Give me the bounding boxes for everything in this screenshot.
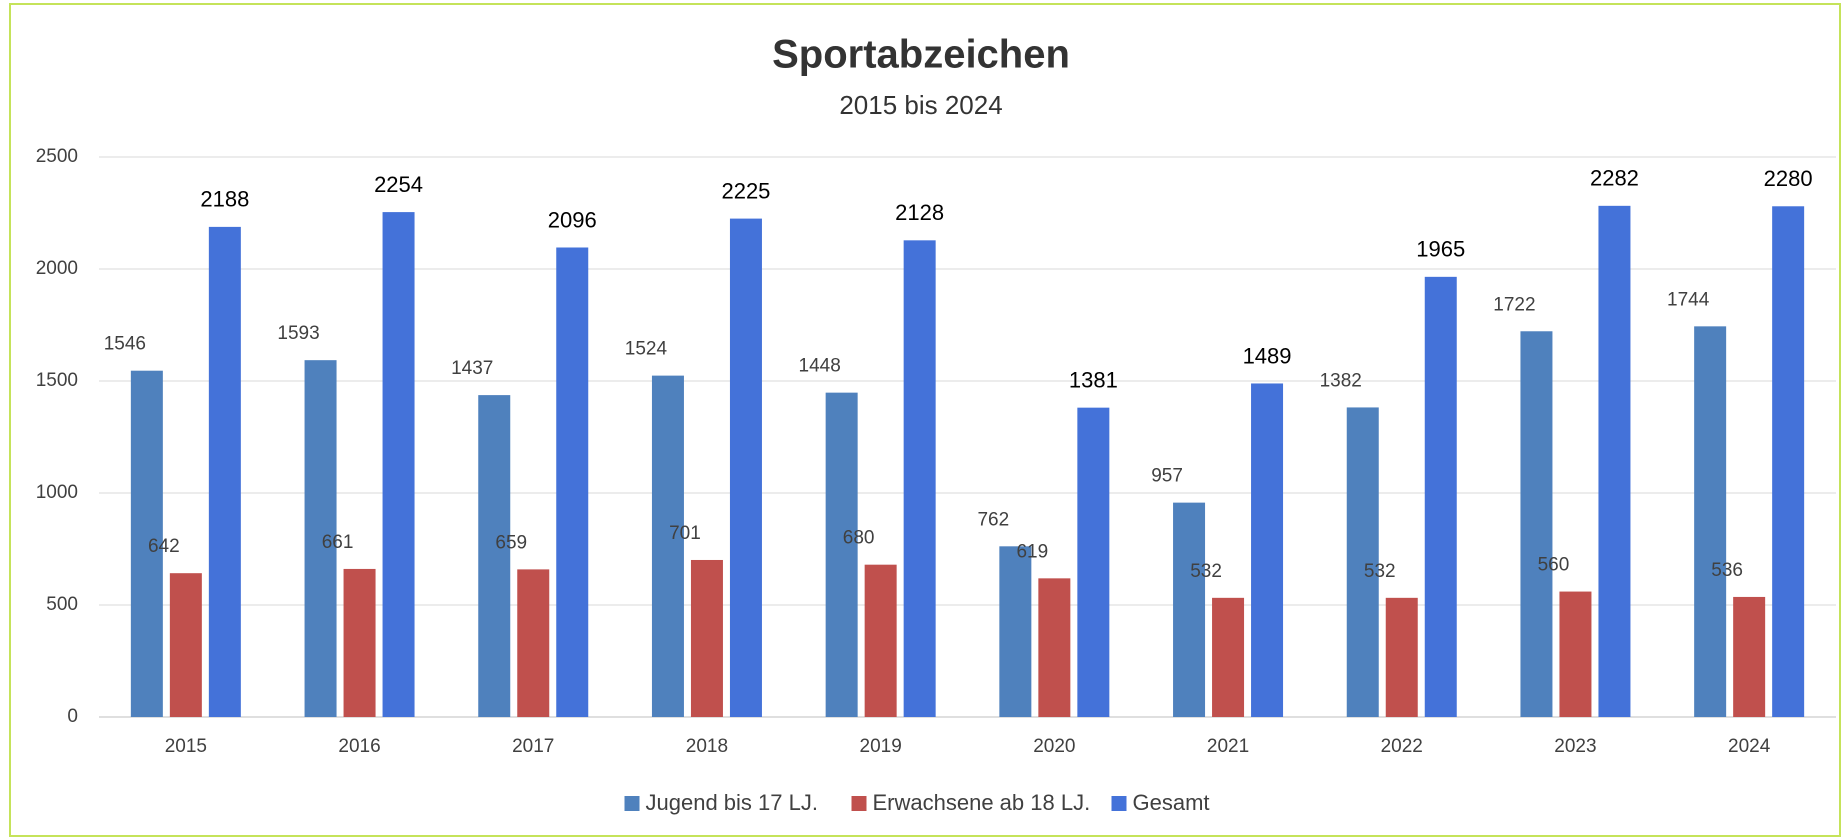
x-tick-label: 2018 (686, 736, 728, 757)
data-label: 659 (495, 532, 527, 553)
bar (1385, 597, 1418, 717)
x-tick-label: 2022 (1381, 736, 1423, 757)
x-tick-label: 2016 (338, 736, 380, 757)
bar (1733, 596, 1766, 717)
data-label: 560 (1538, 555, 1570, 576)
data-label: 661 (322, 532, 354, 553)
data-label: 532 (1364, 561, 1396, 582)
data-label: 642 (148, 536, 180, 557)
data-label: 2225 (721, 178, 770, 203)
x-tick-label: 2017 (512, 736, 554, 757)
data-label: 957 (1151, 466, 1183, 487)
y-tick-label: 500 (46, 594, 78, 615)
y-tick-label: 1500 (36, 370, 78, 391)
data-label: 1448 (799, 356, 841, 377)
bar (517, 569, 550, 717)
bar (169, 573, 202, 717)
data-label: 1437 (451, 358, 493, 379)
bar (1077, 407, 1110, 717)
data-label: 1965 (1416, 237, 1465, 262)
bar (478, 395, 511, 717)
y-tick-label: 2000 (36, 258, 78, 279)
bar (864, 564, 897, 717)
data-label: 2188 (200, 187, 249, 212)
x-tick-label: 2015 (165, 736, 207, 757)
bar (1598, 205, 1631, 717)
legend-label: Jugend bis 17 LJ. (646, 790, 818, 815)
legend-label: Erwachsene ab 18 LJ. (873, 790, 1091, 815)
bar (903, 240, 936, 717)
data-label: 2280 (1764, 166, 1813, 191)
x-tick-label: 2024 (1728, 736, 1771, 757)
data-label: 762 (977, 509, 1009, 530)
legend-label: Gesamt (1133, 790, 1210, 815)
x-tick-label: 2020 (1033, 736, 1075, 757)
data-label: 532 (1190, 561, 1222, 582)
bar (130, 370, 163, 717)
data-label: 1722 (1493, 294, 1535, 315)
data-label: 680 (843, 528, 875, 549)
bar (343, 568, 376, 717)
chart-title: Sportabzeichen (772, 33, 1070, 77)
bar (1173, 502, 1206, 717)
bar (382, 212, 415, 717)
bar (1038, 578, 1071, 717)
bar (729, 218, 762, 717)
data-label: 1489 (1243, 343, 1292, 368)
bar (1346, 407, 1379, 717)
data-label: 1593 (277, 323, 319, 344)
data-label: 2282 (1590, 166, 1639, 191)
chart-subtitle: 2015 bis 2024 (839, 90, 1002, 120)
legend-swatch (624, 796, 640, 811)
bar (690, 559, 723, 717)
data-label: 1744 (1667, 289, 1710, 310)
data-label: 701 (669, 523, 701, 544)
data-label: 536 (1711, 560, 1743, 581)
bar (1694, 326, 1727, 717)
bar (1559, 591, 1592, 717)
data-label: 1524 (625, 339, 668, 360)
bar (825, 392, 858, 717)
bar (999, 546, 1032, 717)
x-tick-label: 2019 (860, 736, 902, 757)
data-label: 2254 (374, 172, 423, 197)
data-label: 1381 (1069, 367, 1118, 392)
bar (304, 360, 337, 717)
bar (1772, 206, 1805, 717)
bar (1520, 331, 1553, 717)
data-label: 1546 (104, 334, 146, 355)
y-tick-label: 1000 (36, 482, 78, 503)
data-label: 1382 (1320, 370, 1362, 391)
data-label: 2096 (548, 207, 597, 232)
bar (1424, 276, 1457, 717)
x-tick-label: 2021 (1207, 736, 1249, 757)
legend-swatch (851, 796, 867, 811)
data-label: 2128 (895, 200, 944, 225)
bar (1212, 597, 1245, 717)
bar (556, 247, 589, 717)
bar (208, 226, 241, 717)
bar (651, 375, 684, 717)
x-tick-label: 2023 (1554, 736, 1596, 757)
bar (1251, 383, 1284, 717)
data-label: 619 (1016, 541, 1048, 562)
y-tick-label: 0 (67, 706, 78, 727)
legend-swatch (1111, 796, 1127, 811)
y-tick-label: 2500 (36, 146, 78, 167)
